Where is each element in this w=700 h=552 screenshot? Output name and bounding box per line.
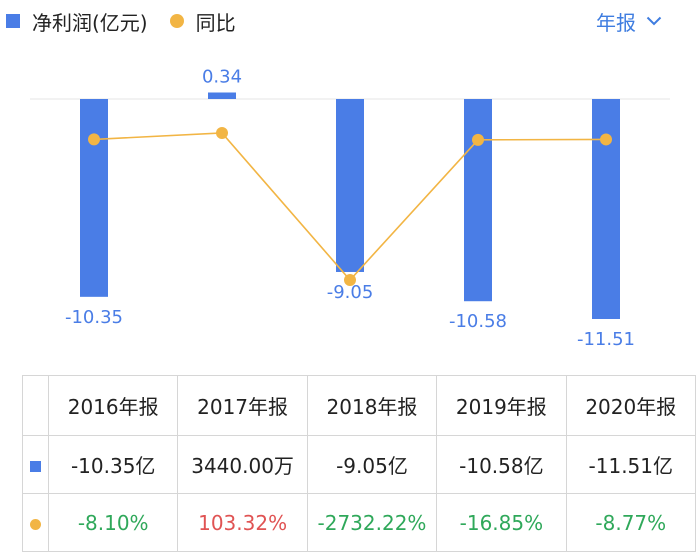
legend: 净利润(亿元) 同比 [0,6,236,36]
bar [80,99,108,297]
bar-value-label: -10.35 [65,307,123,328]
bar [336,99,364,272]
yoy-point [472,133,484,146]
yoy-cell: -8.77% [565,493,697,552]
bar-value-label: 0.34 [202,67,242,88]
bar [592,99,620,319]
profit-cell: 3440.00万 [177,435,308,494]
bar-value-label: -11.51 [577,329,635,350]
yoy-point [88,133,100,146]
yoy-cell: -8.10% [47,493,179,552]
bar-value-label: -9.05 [327,282,374,303]
period-selector[interactable]: 年报 [596,6,662,36]
profit-cell: -9.05亿 [306,435,438,494]
profit-chart: -10.35 0.34 -9.05 -10.58 -11.51 [30,67,670,350]
line-legend-marker [169,14,184,28]
chevron-down-icon[interactable] [646,16,662,26]
bar-series-icon [30,460,41,472]
table-row-yoy: -8.10% 103.32% -2732.22% -16.85% -8.77% [22,493,697,552]
profit-cell: -10.35亿 [47,435,179,494]
yoy-point [600,133,612,146]
bar [464,99,492,302]
header-icon-cell [22,375,49,436]
table-header-row: 2016年报 2017年报 2018年报 2019年报 2020年报 [22,375,697,436]
profit-cell: -11.51亿 [565,435,697,494]
data-table: 2016年报 2017年报 2018年报 2019年报 2020年报 -10.3… [22,375,697,552]
line-series-icon [30,518,41,530]
profit-cell: -10.58亿 [436,435,567,494]
bar-legend-label: 净利润(亿元) [32,10,148,35]
period-selector-label[interactable]: 年报 [596,10,636,35]
table-row-profit: -10.35亿 3440.00万 -9.05亿 -10.58亿 -11.51亿 [22,435,697,494]
profit-row-icon [22,435,49,494]
yoy-point [216,127,228,139]
header-cell: 2019年报 [436,375,567,436]
yoy-point [344,274,356,286]
yoy-cell: -16.85% [436,493,567,552]
header-cell: 2017年报 [177,375,308,436]
header-cell: 2016年报 [47,375,179,436]
bar-legend-marker [6,14,20,28]
bar [208,92,236,99]
header-cell: 2018年报 [306,375,438,436]
yoy-cell: -2732.22% [306,493,438,552]
bar-value-label: -10.58 [449,311,507,332]
yoy-row-icon [22,493,49,552]
yoy-cell: 103.32% [177,493,308,552]
line-legend-label: 同比 [195,10,236,35]
header-cell: 2020年报 [565,375,697,436]
